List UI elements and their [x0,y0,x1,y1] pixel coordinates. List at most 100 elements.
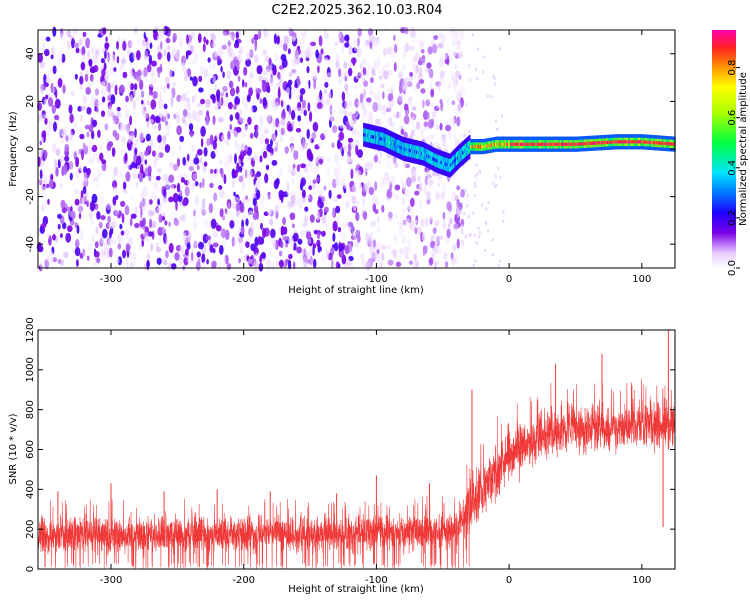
spectrogram-cell [149,219,152,229]
spectrogram-cell [363,211,367,220]
spectrogram-cell [40,84,44,94]
spectrogram-cell [206,259,209,264]
spectrogram-cell [469,79,471,82]
spectrogram-cell [296,247,302,254]
spectrogram-cell [338,79,342,85]
spectrogram-cell [105,123,108,130]
spectrogram-cell [221,169,224,178]
spectrogram-cell [91,131,94,140]
spectrogram-cell [102,229,108,239]
spectrogram-cell [159,214,163,223]
spectrogram-cell [54,115,59,121]
spectrogram-cell [198,87,204,92]
spectrogram-cell [388,217,392,222]
spectrogram-cell [346,123,350,130]
spectrogram-cell [251,38,254,44]
spectrogram-cell [233,104,237,110]
spectrogram-cell [348,46,352,56]
spectrogram-cell [93,177,98,183]
spectrogram-cell [141,91,145,96]
spectrogram-cell [227,47,232,57]
spectrogram-cell [177,183,180,193]
spectrogram-cell [62,165,67,176]
spectrogram-cell [355,107,359,117]
spectrogram-cell [58,78,63,88]
spectrogram-cell [143,228,145,233]
spectrogram-cell [404,115,410,124]
spectrogram-cell [52,234,56,241]
spectrogram-cell [325,57,329,62]
y-tick-label: 40 [25,47,36,60]
spectrogram-cell [428,180,433,186]
spectrogram-cell [272,160,278,166]
spectrogram-cell [175,50,180,59]
spectrogram-cell [502,220,504,223]
spectrogram-cell [487,95,489,98]
spectrogram-cell [182,200,187,206]
spectrogram-cell [114,207,119,215]
spectrogram-cell [402,161,407,166]
spectrogram-cell [109,248,113,258]
spectrogram-cell [260,134,264,144]
spectrogram-cell [316,240,320,248]
spectrogram-cell [346,201,350,209]
spectrogram-cell [448,83,451,90]
spectrogram-cell [253,262,259,272]
spectrogram-cell [124,190,128,195]
spectrogram-cell [399,71,404,79]
spectrogram-cell [289,72,293,77]
spectrogram-cell [152,143,155,150]
spectrogram-cell [300,94,303,103]
spectrogram-cell [125,172,130,182]
spectrogram-cell [165,76,170,84]
spectrogram-cell [481,204,483,207]
spectrogram-cell [73,27,78,35]
spectrogram-cell [411,116,414,125]
spectrogram-cell [314,72,317,80]
spectrogram-cell [44,98,47,107]
spectrogram-cell [218,185,222,190]
spectrogram-cell [297,115,301,121]
spectrogram-cell [387,106,391,113]
spectrogram-cell [152,125,157,130]
spectrogram-cell [332,233,335,242]
spectrogram-cell [232,215,235,220]
spectrogram-cell [152,150,156,157]
spectrogram-cell [112,187,118,193]
spectrogram-cell [125,96,129,103]
spectrogram-cell [472,33,474,36]
x-tick-label: -200 [232,274,255,285]
spectrogram-cell [79,165,83,171]
spectrogram-cell [274,179,279,189]
spectrogram-cell [139,172,143,183]
spectrogram-cell [409,96,413,101]
spectrogram-cell [157,67,163,73]
spectrogram-cell [236,32,239,39]
spectrogram-cell [355,212,359,221]
spectrogram-cell [202,210,205,217]
spectrogram-cell [228,102,233,109]
spectrogram-cell [413,170,417,177]
spectrogram-cell [38,245,44,252]
spectrogram-cell [413,254,417,260]
spectrogram-cell [259,75,263,82]
spectrogram-cell [369,90,374,95]
y-tick-label: -20 [25,188,36,204]
spectrogram-cell [309,111,312,121]
spectrogram-cell [381,253,384,261]
spectrogram-cell [394,214,398,219]
spectrogram-cell [327,168,331,177]
spectrogram-cell [196,223,199,228]
spectrogram-cell [275,256,277,263]
spectrogram-cell [317,232,320,240]
spectrogram-cell [58,259,62,264]
spectrogram-cell [223,256,226,265]
spectrogram-cell [211,33,216,41]
spectrogram-cell [198,242,204,250]
spectrogram-cell [193,181,196,187]
spectrogram-cell [244,105,247,113]
spectrogram-cell [60,156,65,164]
spectrogram-cell [494,83,496,86]
spectrogram-cell [492,238,494,241]
spectrogram-cell [367,65,370,75]
